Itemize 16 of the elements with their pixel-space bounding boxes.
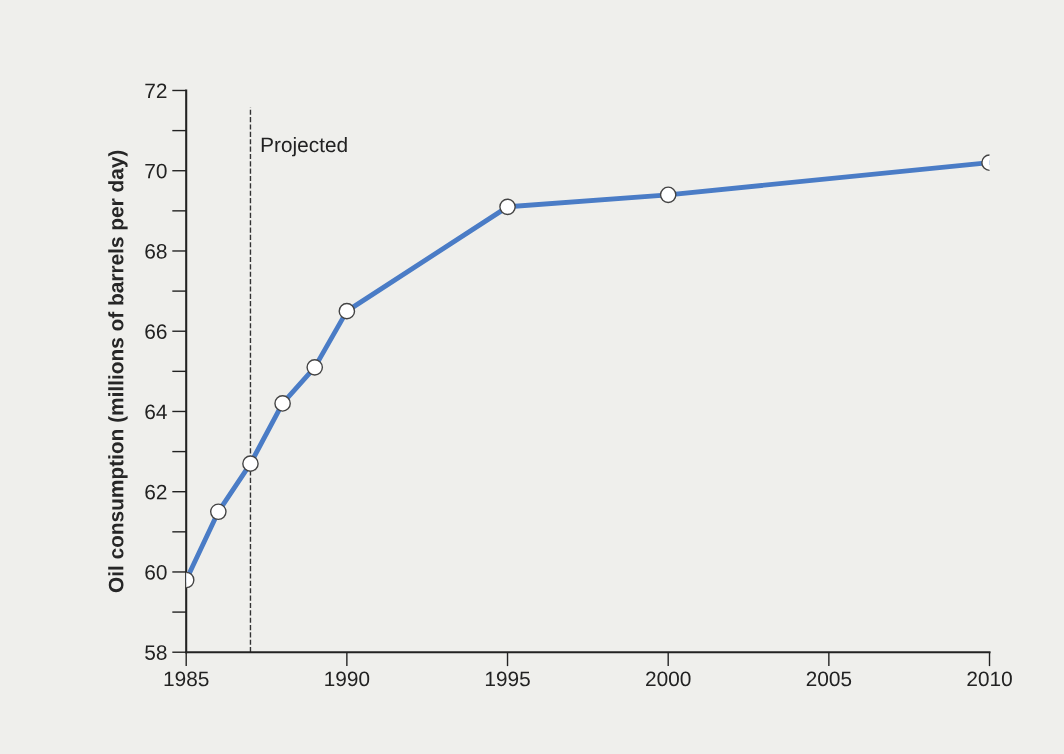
y-tick-label: 72 xyxy=(145,83,167,99)
y-tick-label: 66 xyxy=(145,324,167,339)
x-tick-label: 2010 xyxy=(967,671,1012,687)
x-tick-label: 2000 xyxy=(646,671,691,687)
y-tick-label: 58 xyxy=(145,645,167,660)
y-tick-label: 64 xyxy=(145,404,167,420)
x-tick-label: 2005 xyxy=(806,671,852,687)
y-tick-label: 68 xyxy=(145,243,167,259)
y-tick-label: 62 xyxy=(145,484,167,500)
x-tick-label: 1990 xyxy=(325,671,370,687)
x-tick-label: 1995 xyxy=(485,671,530,687)
y-axis-title: Oil consumption (millions of barrels per day) xyxy=(108,150,128,593)
x-tick-label: 1985 xyxy=(164,671,209,687)
y-tick-label: 60 xyxy=(145,564,167,580)
ref-line-label: Projected xyxy=(261,136,347,157)
y-tick-label: 70 xyxy=(145,163,167,179)
